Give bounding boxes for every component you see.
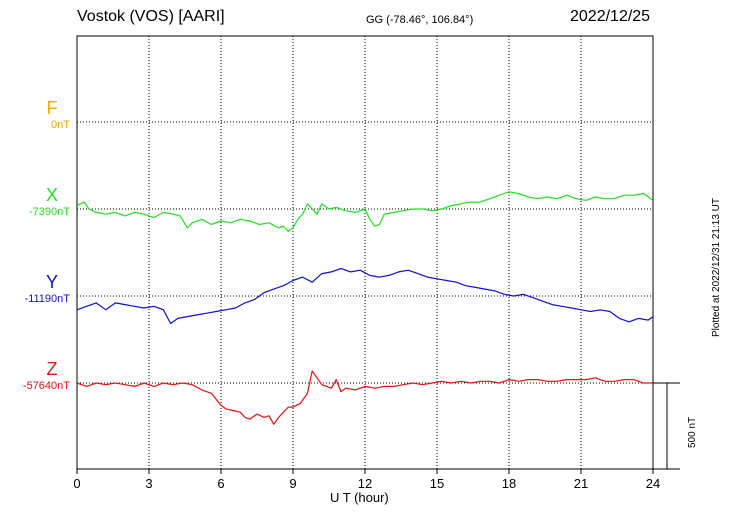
series-name-label: Y — [46, 272, 58, 292]
series-name-label: X — [46, 185, 58, 205]
series-baseline-label: -57640nT — [23, 380, 70, 392]
plotted-timestamp: Plotted at 2022/12/31 21:13 UT — [711, 198, 722, 337]
x-tick-label: 15 — [430, 476, 444, 491]
x-tick-label: 6 — [217, 476, 224, 491]
scale-bar-label: 500 nT — [687, 416, 698, 448]
series-line-y — [76, 267, 654, 325]
series-baseline-label: -11190nT — [25, 293, 71, 305]
grid — [77, 36, 653, 469]
x-tick-label: 24 — [646, 476, 660, 491]
x-tick-label: 12 — [358, 476, 372, 491]
plot-date: 2022/12/25 — [570, 8, 651, 25]
x-tick-label: 18 — [502, 476, 516, 491]
x-axis-label: U T (hour) — [330, 490, 389, 505]
geographic-coordinates: GG (-78.46°, 106.84°) — [366, 14, 474, 26]
x-tick-label: 21 — [574, 476, 588, 491]
station-title: Vostok (VOS) [AARI] — [77, 8, 225, 25]
x-axis: 0 3 6 9 12 15 18 21 24 — [73, 469, 660, 491]
series-name-label: Z — [47, 359, 58, 379]
x-tick-label: 3 — [145, 476, 152, 491]
series-name-label: F — [47, 98, 58, 118]
series-line-x — [76, 191, 654, 232]
series-baseline-label: 0nT — [51, 119, 70, 131]
series-line-z — [76, 370, 653, 425]
scale-bar — [653, 382, 680, 470]
series-baseline-label: -7390nT — [29, 206, 70, 218]
series-traces — [76, 191, 654, 425]
x-tick-label: 0 — [73, 476, 80, 491]
x-tick-label: 9 — [289, 476, 296, 491]
